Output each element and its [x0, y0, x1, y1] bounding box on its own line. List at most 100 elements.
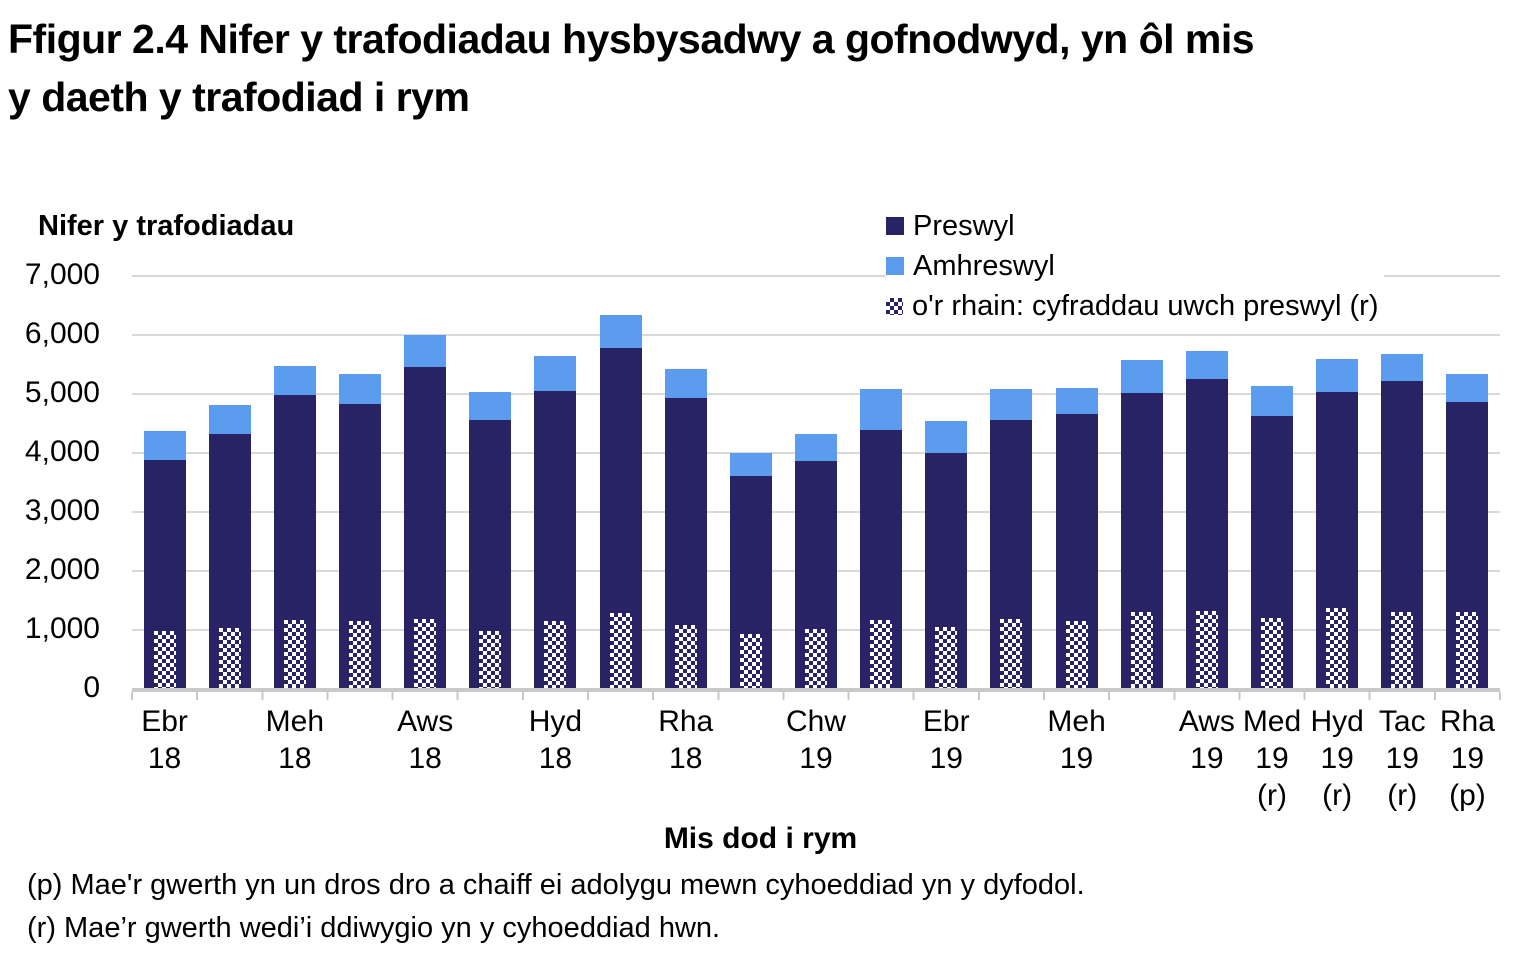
x-tick-label-line: Ebr: [922, 705, 970, 738]
x-axis-tick-marks: [131, 692, 1502, 700]
x-tick-label: Hyd 19 (r): [1305, 703, 1370, 814]
higher-rates-overlay: [283, 620, 306, 688]
x-tick-label-line: (p): [1449, 779, 1486, 812]
amhreswyl-segment: [1381, 354, 1424, 382]
y-tick-label: 3,000: [24, 494, 100, 527]
higher-rates-overlay: [1391, 612, 1414, 688]
amhreswyl-segment: [534, 356, 577, 392]
amhreswyl-segment: [208, 405, 251, 434]
x-tick-label-line: 18: [669, 742, 703, 775]
amhreswyl-segment: [925, 420, 968, 453]
y-tick-label: 2,000: [24, 553, 100, 586]
higher-rates-overlay: [414, 618, 437, 688]
figure-title-line2: y daeth y trafodiad i rym: [8, 74, 470, 120]
x-tick-label: Chw 19: [783, 703, 848, 777]
plot-area: [131, 275, 1502, 700]
amhreswyl-segment: [339, 373, 381, 404]
gridline: [132, 275, 1500, 277]
footnote-r: (r) Mae’r gwerth wedi’i ddiwygio yn y cy…: [27, 912, 721, 944]
amhreswyl-swatch-icon: [886, 257, 904, 275]
amhreswyl-segment: [469, 392, 512, 421]
gridline: [132, 393, 1500, 395]
amhreswyl-segment: [1316, 359, 1359, 392]
amhreswyl-segment: [729, 452, 772, 477]
higher-rates-overlay: [1261, 617, 1283, 688]
higher-rates-overlay: [674, 625, 697, 688]
x-tick-label: Ebr 18: [132, 703, 197, 777]
gridline: [132, 334, 1500, 336]
footnote-p: (p) Mae'r gwerth yn un dros dro a chaiff…: [27, 869, 1085, 901]
y-tick-label: 7,000: [24, 258, 100, 291]
figure-title-line1: Ffigur 2.4 Nifer y trafodiadau hysbysadw…: [8, 16, 1255, 62]
footnotes: (p) Mae'r gwerth yn un dros dro a chaiff…: [27, 864, 1507, 950]
x-tick-label-line: 18: [408, 742, 442, 775]
amhreswyl-segment: [273, 366, 316, 395]
x-tick-label-line: 19: [1385, 742, 1419, 775]
higher-rates-overlay: [1130, 612, 1153, 688]
higher-rates-overlay: [1000, 618, 1023, 688]
x-tick-label-line: Meh: [265, 705, 325, 738]
x-tick-label-line: Chw: [785, 705, 846, 738]
legend-item-preswyl: Preswyl: [886, 206, 1378, 246]
x-tick-label-line: 19: [1059, 742, 1094, 775]
x-tick-label-line: Rha: [1439, 705, 1495, 738]
amhreswyl-segment: [1120, 359, 1163, 393]
higher-rates-overlay: [1195, 611, 1218, 688]
x-tick-label-line: Aws: [1178, 705, 1235, 738]
x-tick-label-line: (r): [1322, 779, 1353, 812]
amhreswyl-segment: [795, 434, 837, 461]
x-tick-label-line: 19: [799, 742, 833, 775]
amhreswyl-segment: [599, 314, 642, 348]
higher-rates-overlay: [153, 630, 176, 688]
x-tick-label-line: 19: [1190, 742, 1224, 775]
amhreswyl-segment: [1251, 385, 1293, 417]
higher-rates-overlay: [218, 628, 241, 688]
x-tick-label-line: 19: [1450, 742, 1485, 775]
x-tick-label-line: Ebr: [141, 705, 188, 738]
checker-swatch-icon: [886, 297, 903, 315]
higher-rates-overlay: [479, 631, 502, 688]
higher-rates-overlay: [935, 627, 958, 688]
x-tick-label: Aws 18: [393, 703, 458, 777]
amhreswyl-segment: [664, 368, 707, 399]
legend-label-preswyl: Preswyl: [913, 209, 1015, 242]
y-tick-label: 0: [83, 671, 100, 704]
y-tick-label: 6,000: [24, 317, 100, 350]
x-tick-label-line: Tac: [1378, 705, 1426, 738]
amhreswyl-segment: [1446, 373, 1489, 402]
higher-rates-overlay: [1065, 621, 1088, 688]
y-axis-title: Nifer y trafodiadau: [38, 210, 295, 242]
x-tick-label-line: Med: [1242, 705, 1302, 738]
amhreswyl-segment: [1185, 351, 1228, 380]
x-tick-label-line: Aws: [397, 705, 454, 738]
legend-label-higher-rates: o'r rhain: cyfraddau uwch preswyl (r): [912, 289, 1379, 322]
amhreswyl-segment: [404, 334, 447, 368]
x-tick-label-line: 19: [1255, 742, 1289, 775]
x-tick-label-line: 19: [929, 742, 963, 775]
x-tick-label: Meh 18: [262, 703, 327, 777]
x-tick-label-line: Hyd: [528, 705, 583, 738]
y-tick-label: 5,000: [24, 376, 100, 409]
higher-rates-overlay: [805, 629, 827, 688]
x-tick-label: Ebr 19: [914, 703, 979, 777]
x-tick-label: Med 19 (r): [1239, 703, 1304, 814]
x-tick-label-line: (r): [1387, 779, 1418, 812]
x-tick-label-line: Meh: [1047, 705, 1106, 738]
higher-rates-overlay: [1326, 608, 1349, 688]
x-tick-label: Rha 19 (p): [1435, 703, 1500, 814]
higher-rates-overlay: [870, 620, 893, 688]
x-tick-label: Tac 19 (r): [1370, 703, 1435, 814]
y-axis-labels: 7,000 6,000 5,000 4,000 3,000 2,000 1,000 0: [0, 258, 100, 704]
legend-label-amhreswyl: Amhreswyl: [913, 249, 1055, 282]
x-axis-title: Mis dod i rym: [663, 822, 858, 855]
x-tick-label-line: 18: [278, 742, 312, 775]
x-tick-label-line: 18: [147, 742, 182, 775]
x-tick-label: Hyd 18: [523, 703, 588, 777]
higher-rates-overlay: [349, 621, 371, 688]
x-tick-label: Meh 19: [1044, 703, 1109, 777]
x-tick-label-line: (r): [1257, 779, 1287, 812]
x-tick-label: Aws 19: [1174, 703, 1239, 777]
preswyl-swatch-icon: [886, 217, 904, 235]
higher-rates-overlay: [739, 633, 762, 688]
